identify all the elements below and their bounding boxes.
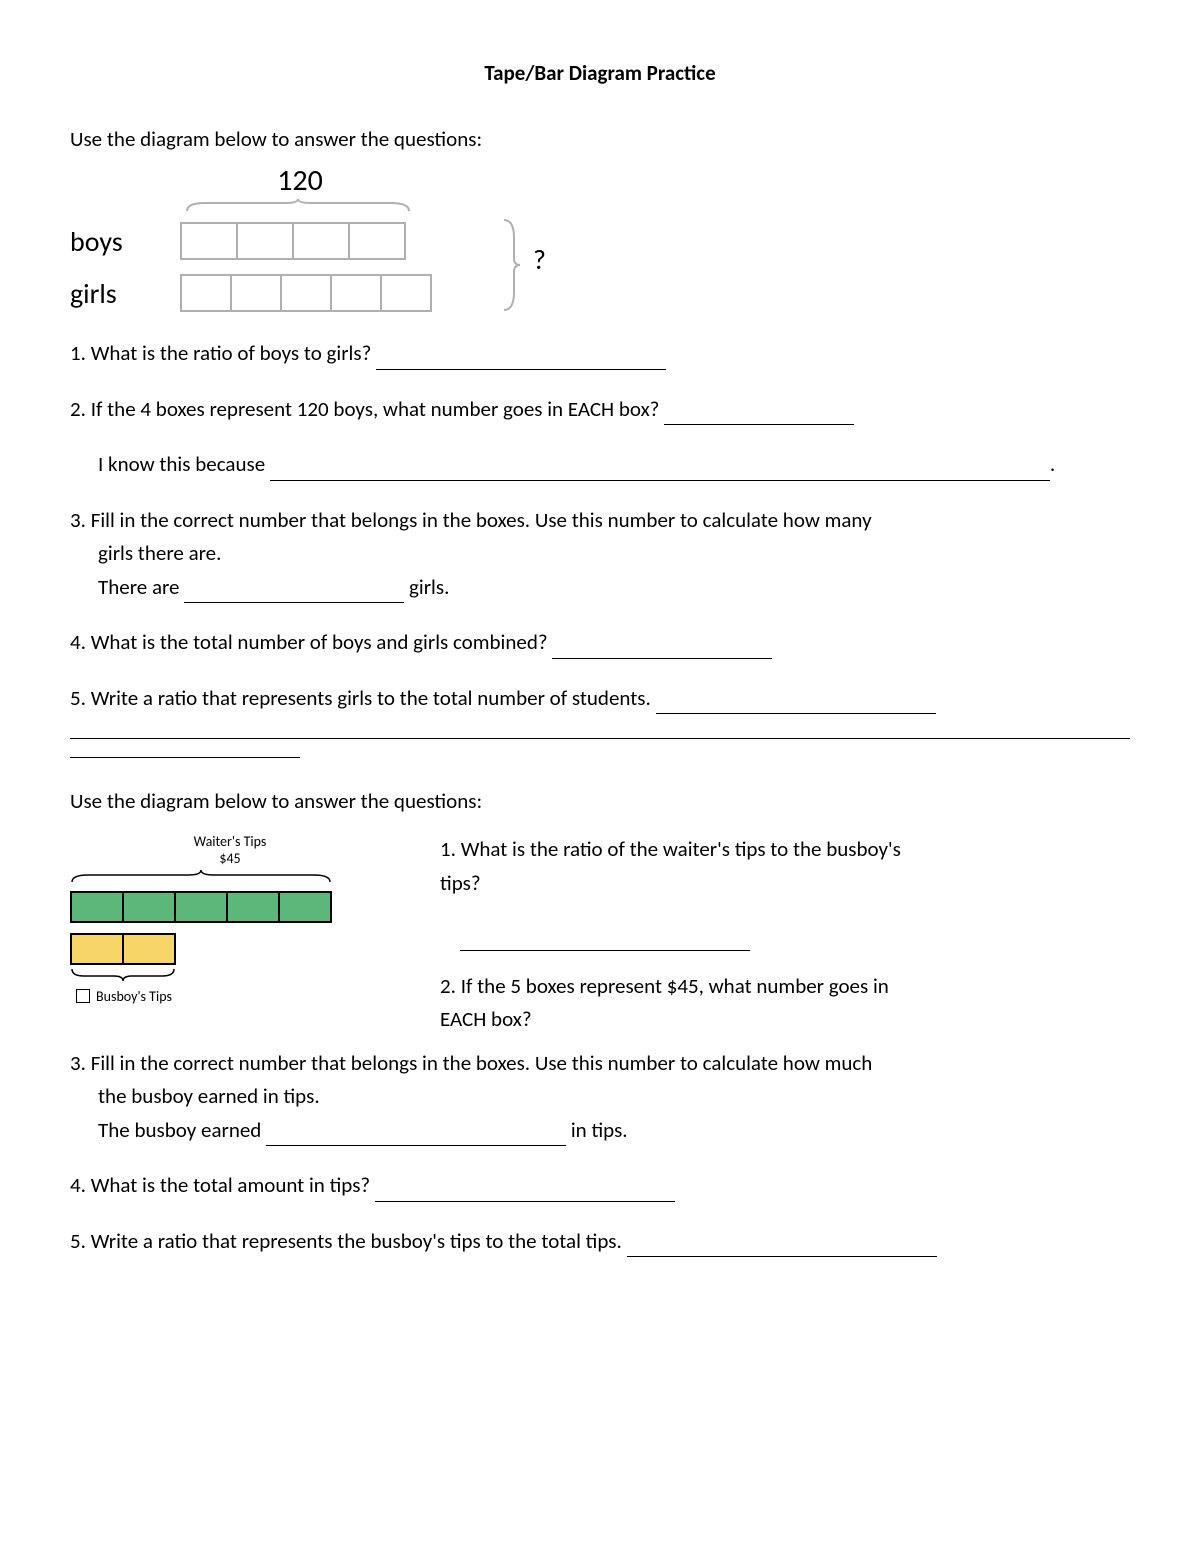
brace-top-icon	[185, 199, 411, 213]
s2-q1b: tips?	[440, 868, 1130, 900]
s2-q3c: The busboy earned in tips.	[98, 1115, 1130, 1147]
s1-q2-text: 2. If the 4 boxes represent 120 boys, wh…	[70, 396, 659, 422]
worksheet-page: Tape/Bar Diagram Practice Use the diagra…	[0, 0, 1200, 1553]
s1-q3c: There are girls.	[98, 572, 1130, 604]
blank-line[interactable]	[184, 581, 404, 603]
diagram-boys-girls: 120 boys girls ?	[70, 162, 490, 312]
waiter-box	[228, 893, 280, 921]
s2-q3c-pre: The busboy earned	[98, 1117, 261, 1143]
blank-line[interactable]	[376, 348, 666, 370]
section2-row: Waiter's Tips $45 Busboy's Tips 1. What …	[70, 834, 1130, 1038]
s2-q2a: 2. If the 5 boxes represent $45, what nu…	[440, 971, 1130, 1003]
waiter-box	[176, 893, 228, 921]
brace-right-icon	[500, 218, 520, 312]
s1-q3c-post: girls.	[409, 574, 449, 600]
diagram1-total-label: 120	[190, 162, 410, 199]
girls-box	[232, 276, 282, 310]
busboy-box	[124, 935, 174, 963]
s1-q5-text: 5. Write a ratio that represents girls t…	[70, 685, 651, 711]
s2-q4-text: 4. What is the total amount in tips?	[70, 1172, 370, 1198]
waiter-label-1: Waiter's Tips	[194, 833, 267, 850]
boys-box	[294, 224, 350, 258]
s2-q3c-post: in tips.	[571, 1117, 628, 1143]
boys-box	[238, 224, 294, 258]
question-mark: ?	[533, 242, 546, 277]
busboy-label-row: Busboy's Tips	[76, 988, 390, 1005]
girls-bar	[180, 274, 432, 312]
side-questions: 1. What is the ratio of the waiter's tip…	[440, 834, 1130, 1038]
s1-q2: 2. If the 4 boxes represent 120 boys, wh…	[70, 394, 1130, 426]
s1-q1-text: 1. What is the ratio of boys to girls?	[70, 340, 371, 366]
period: .	[1050, 451, 1055, 477]
diagram-tips: Waiter's Tips $45 Busboy's Tips	[70, 834, 390, 1005]
s1-q4: 4. What is the total number of boys and …	[70, 627, 1130, 659]
waiter-box	[124, 893, 176, 921]
s2-q5: 5. Write a ratio that represents the bus…	[70, 1226, 1130, 1258]
s1-q2b-text: I know this because	[98, 451, 265, 477]
divider-line	[70, 738, 1130, 739]
s2-q2b: EACH box?	[440, 1004, 1130, 1036]
waiter-label: Waiter's Tips $45	[70, 834, 390, 868]
blank-line[interactable]	[552, 637, 772, 659]
waiter-label-2: $45	[219, 850, 240, 867]
s2-q3b: the busboy earned in tips.	[98, 1081, 1130, 1113]
s1-q2b: I know this because .	[98, 449, 1130, 481]
section1-instruction: Use the diagram below to answer the ques…	[70, 126, 1130, 152]
s1-q3a: 3. Fill in the correct number that belon…	[70, 505, 1130, 537]
boys-box	[350, 224, 404, 258]
blank-line[interactable]	[266, 1124, 566, 1146]
blank-line[interactable]	[460, 929, 750, 951]
blank-line[interactable]	[627, 1235, 937, 1257]
boys-bar	[180, 222, 406, 260]
girls-box	[282, 276, 332, 310]
waiter-box	[72, 893, 124, 921]
s1-q3b: girls there are.	[98, 538, 1130, 570]
s2-q4: 4. What is the total amount in tips?	[70, 1170, 1130, 1202]
girls-box	[332, 276, 382, 310]
waiter-bar	[70, 891, 332, 923]
page-title: Tape/Bar Diagram Practice	[70, 60, 1130, 86]
legend-square-icon	[76, 989, 90, 1003]
row-label-boys: boys	[70, 224, 180, 259]
brace-bottom-icon	[70, 967, 176, 981]
busboy-label: Busboy's Tips	[96, 988, 172, 1005]
waiter-box	[280, 893, 330, 921]
s2-q5-text: 5. Write a ratio that represents the bus…	[70, 1228, 622, 1254]
s1-q1: 1. What is the ratio of boys to girls?	[70, 338, 1130, 370]
girls-box	[382, 276, 430, 310]
blank-line[interactable]	[375, 1180, 675, 1202]
girls-box	[182, 276, 232, 310]
divider-short	[70, 741, 300, 758]
s2-q1a: 1. What is the ratio of the waiter's tip…	[440, 834, 1130, 866]
brace-top2-icon	[70, 870, 332, 884]
row-label-girls: girls	[70, 276, 180, 311]
blank-line[interactable]	[270, 459, 1050, 481]
busboy-bar	[70, 933, 176, 965]
section2-instruction: Use the diagram below to answer the ques…	[70, 788, 1130, 814]
blank-line[interactable]	[664, 403, 854, 425]
busboy-box	[72, 935, 124, 963]
s2-q1-blank	[440, 919, 1130, 951]
s1-q5: 5. Write a ratio that represents girls t…	[70, 683, 1130, 715]
s1-q4-text: 4. What is the total number of boys and …	[70, 629, 548, 655]
s1-q3c-pre: There are	[98, 574, 180, 600]
boys-box	[182, 224, 238, 258]
blank-line[interactable]	[656, 692, 936, 714]
diagram1-rows: boys girls ?	[70, 222, 490, 312]
s2-q3a: 3. Fill in the correct number that belon…	[70, 1048, 1130, 1080]
